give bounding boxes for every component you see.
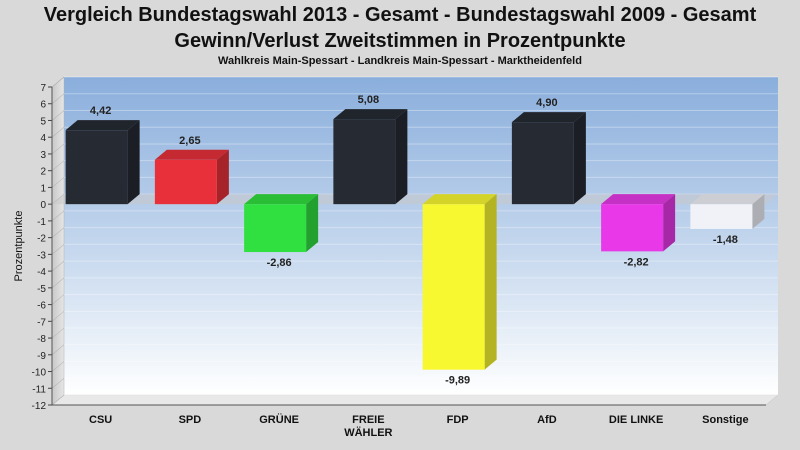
data-label: -9,89 bbox=[445, 375, 470, 387]
data-label: -2,86 bbox=[267, 257, 292, 269]
y-tick-label: -8 bbox=[37, 334, 46, 345]
bar-die-linke bbox=[601, 194, 676, 252]
bar-top bbox=[154, 149, 229, 160]
data-label: 4,90 bbox=[536, 97, 557, 109]
gridline-side bbox=[51, 227, 65, 238]
bar-front bbox=[333, 119, 396, 205]
x-tick-label: GRÜNE bbox=[259, 413, 299, 426]
bar-top bbox=[511, 112, 586, 123]
y-tick-label: -11 bbox=[32, 384, 46, 395]
y-tick-label: -9 bbox=[37, 351, 46, 362]
y-tick-label: 1 bbox=[40, 183, 46, 194]
bar-top bbox=[65, 120, 140, 131]
y-tick-label: -3 bbox=[37, 250, 46, 261]
chart-title: Vergleich Bundestagswahl 2013 - Gesamt -… bbox=[43, 4, 757, 26]
y-tick-label: 0 bbox=[40, 200, 46, 211]
gridline-side bbox=[51, 110, 65, 121]
y-tick-label: -4 bbox=[37, 267, 46, 278]
gridline-side bbox=[51, 260, 65, 272]
data-label: -1,48 bbox=[713, 234, 738, 246]
y-tick-label: 5 bbox=[40, 116, 46, 127]
y-tick-label: 2 bbox=[40, 167, 46, 178]
bar-sonstige bbox=[690, 194, 765, 229]
plot-floor bbox=[51, 394, 779, 406]
bar-front bbox=[511, 122, 574, 205]
y-tick-label: -2 bbox=[37, 234, 46, 245]
chart-subtitle: Wahlkreis Main-Spessart - Landkreis Main… bbox=[218, 55, 582, 67]
y-tick-label: 4 bbox=[40, 133, 46, 144]
data-label: 2,65 bbox=[179, 135, 200, 147]
x-tick-label: FREIE bbox=[352, 414, 384, 426]
bar-front bbox=[422, 204, 485, 370]
bar-top bbox=[601, 194, 676, 205]
x-tick-label: WÄHLER bbox=[344, 426, 392, 439]
gridline-side bbox=[51, 361, 65, 372]
bar-side bbox=[484, 194, 497, 370]
gridline-side bbox=[51, 126, 65, 138]
bar-side bbox=[395, 109, 408, 205]
bar-front bbox=[65, 130, 128, 205]
gridline-side bbox=[51, 244, 65, 255]
x-tick-label: DIE LINKE bbox=[609, 414, 663, 426]
bar-spd bbox=[154, 149, 229, 205]
y-tick-label: -1 bbox=[37, 217, 46, 228]
gridline-side bbox=[51, 327, 65, 339]
bar-top bbox=[333, 109, 408, 120]
gridline-side bbox=[51, 160, 65, 171]
bar-grüne bbox=[244, 194, 319, 253]
chart-title-line2: Gewinn/Verlust Zweitstimmen in Prozentpu… bbox=[174, 30, 626, 52]
data-label: 5,08 bbox=[358, 94, 379, 106]
y-tick-label: -5 bbox=[37, 284, 46, 295]
data-label: -2,82 bbox=[624, 256, 649, 268]
zero-plane bbox=[52, 194, 778, 205]
gridline-side bbox=[51, 277, 65, 289]
y-tick-label: 6 bbox=[40, 100, 46, 111]
data-label: 4,42 bbox=[90, 105, 111, 117]
y-tick-label: -6 bbox=[37, 301, 46, 312]
y-tick-label: -10 bbox=[32, 368, 47, 379]
y-axis-label: Prozentpunkte bbox=[13, 211, 25, 282]
bar-front bbox=[154, 159, 217, 205]
bar-front bbox=[601, 204, 664, 252]
x-tick-label: Sonstige bbox=[702, 414, 748, 426]
gridline-side bbox=[51, 93, 65, 104]
bar-side bbox=[663, 194, 676, 252]
y-tick-label: -12 bbox=[32, 401, 47, 412]
x-tick-label: AfD bbox=[537, 414, 557, 426]
gridline-side bbox=[51, 177, 65, 188]
x-tick-label: SPD bbox=[179, 414, 202, 426]
bar-side bbox=[752, 194, 765, 229]
x-tick-label: FDP bbox=[447, 414, 469, 426]
bar-top bbox=[422, 194, 497, 205]
gridline-side bbox=[51, 344, 65, 356]
gridline-side bbox=[51, 76, 65, 88]
bar-csu bbox=[65, 120, 140, 205]
gridline-side bbox=[51, 210, 65, 222]
bar-fdp bbox=[422, 194, 497, 370]
bar-side bbox=[216, 149, 229, 205]
plot-side-wall bbox=[51, 76, 65, 406]
bar-afd bbox=[511, 112, 586, 205]
gridline-side bbox=[51, 378, 65, 389]
bar-front bbox=[244, 204, 307, 253]
bar-top bbox=[244, 194, 319, 205]
bar-side bbox=[127, 120, 140, 205]
gridline-side bbox=[51, 311, 65, 322]
gridline-side bbox=[51, 143, 65, 155]
bar-side bbox=[306, 194, 319, 253]
bar-front bbox=[690, 204, 753, 229]
y-tick-label: -7 bbox=[37, 317, 46, 328]
bar-side bbox=[573, 112, 586, 205]
x-tick-label: CSU bbox=[89, 414, 112, 426]
y-tick-label: 7 bbox=[40, 83, 46, 94]
gridline-side bbox=[51, 294, 65, 305]
gridline-side bbox=[51, 394, 65, 406]
bar-freie-wähler bbox=[333, 109, 408, 205]
bar-top bbox=[690, 194, 765, 205]
y-tick-label: 3 bbox=[40, 150, 46, 161]
